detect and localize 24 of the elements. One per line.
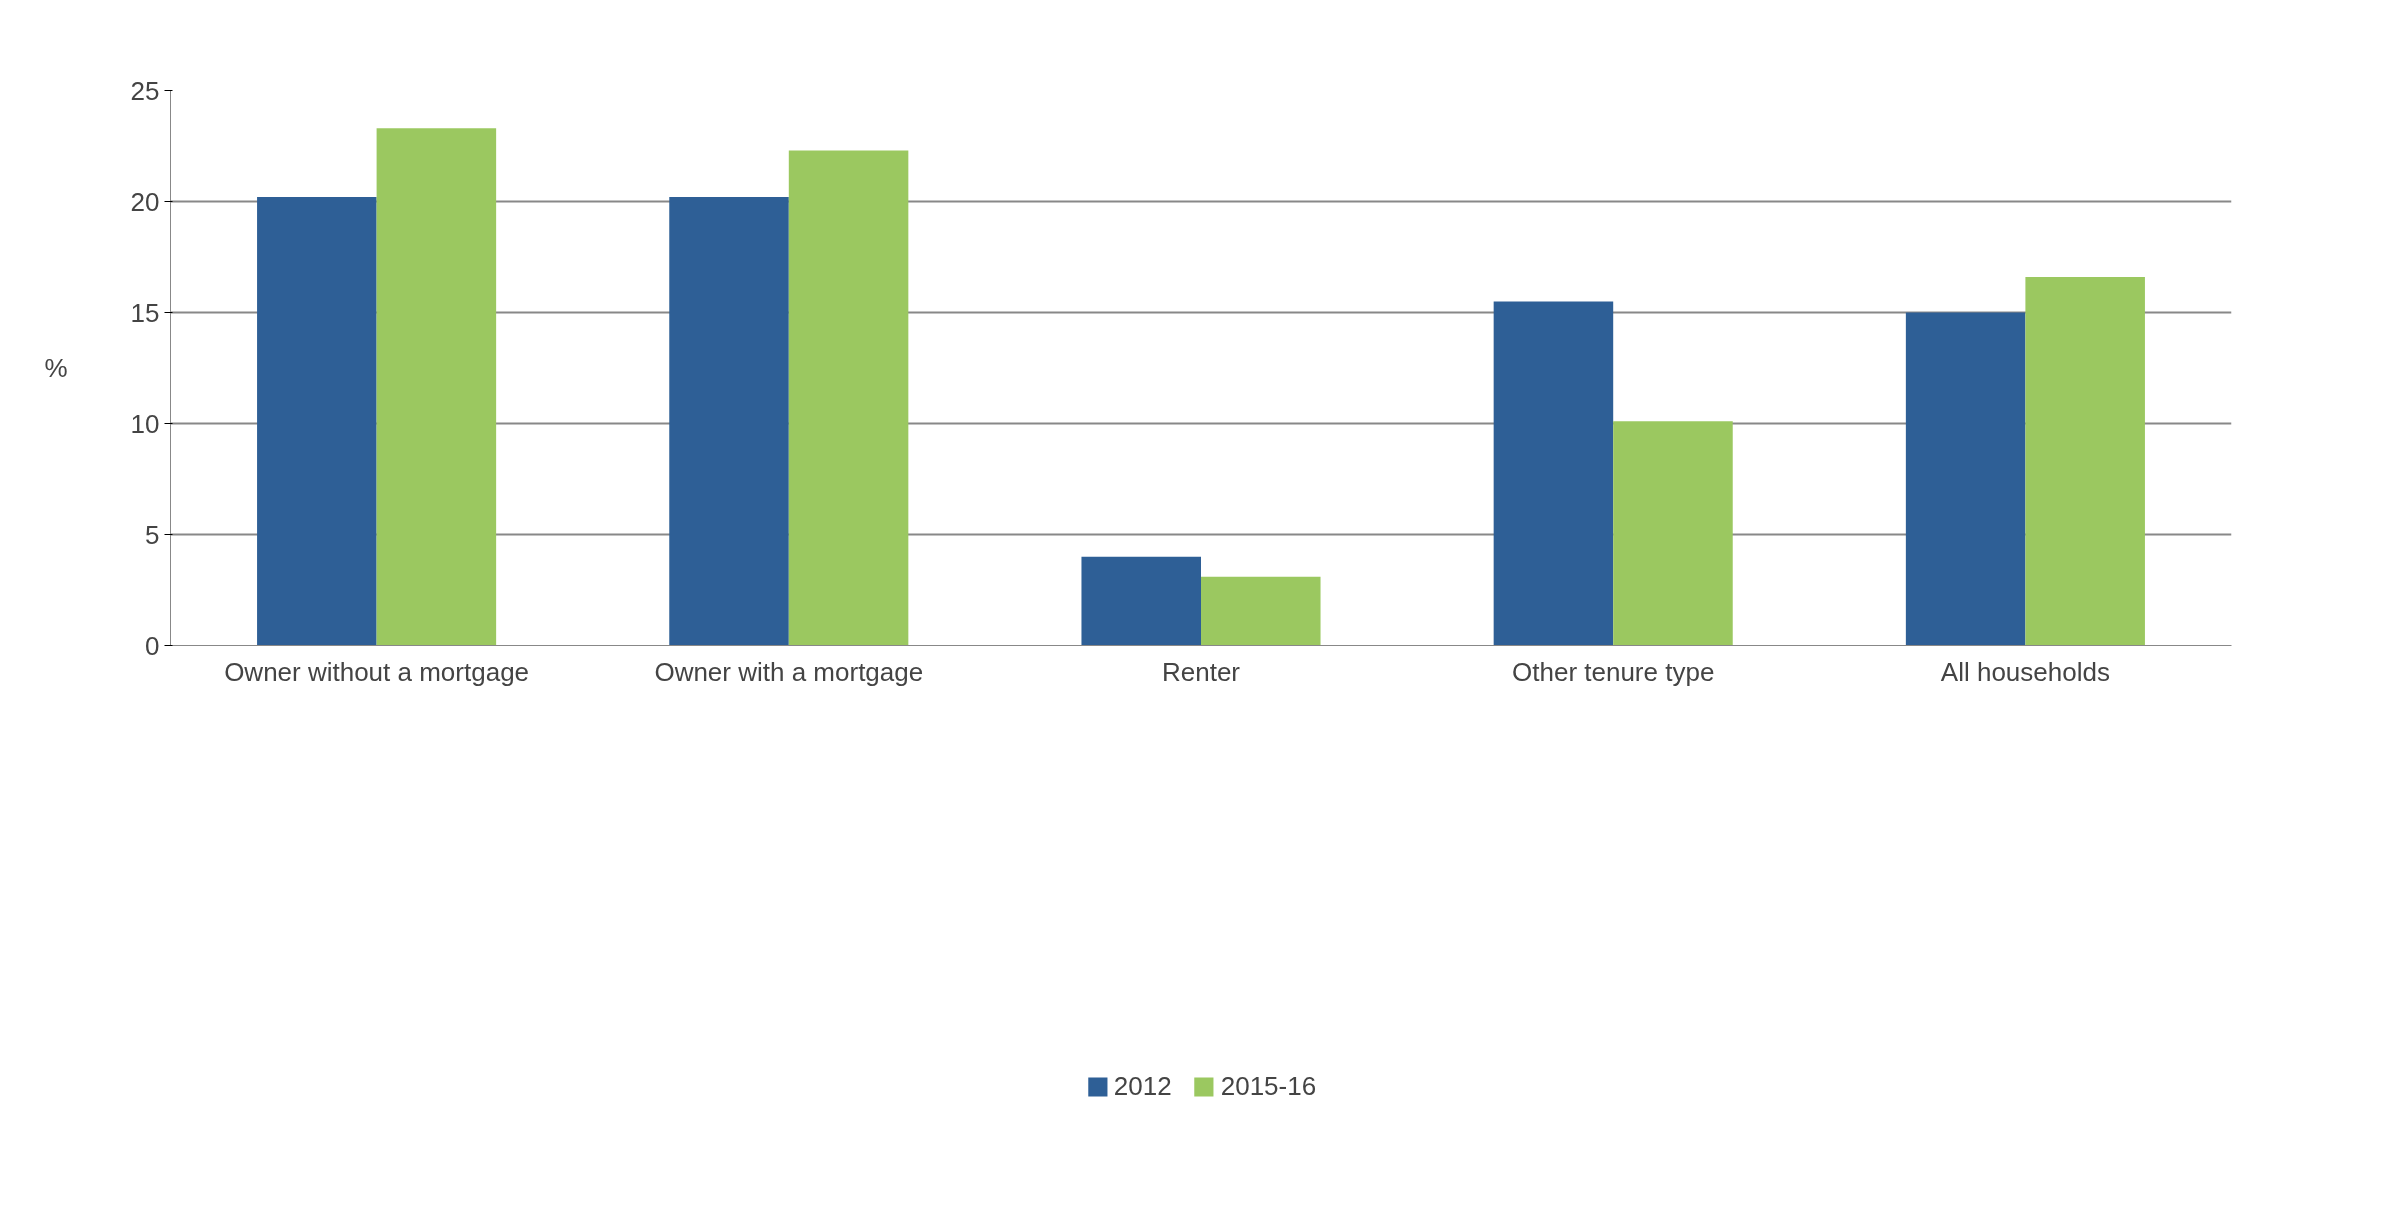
bar: [788, 150, 909, 646]
bar: [1081, 556, 1201, 646]
y-tick-label: 5: [145, 519, 160, 550]
y-tick-label: 0: [145, 630, 160, 661]
bar: [1613, 421, 1733, 646]
x-tick-label: All households: [1940, 656, 2110, 687]
legend-label: 2012: [1113, 1070, 1172, 1102]
x-tick-label: Renter: [1161, 656, 1241, 687]
y-axis-title: %: [44, 353, 68, 383]
legend-label: 2015-16: [1220, 1070, 1317, 1102]
y-tick-label: 25: [130, 75, 160, 106]
x-tick-label: Owner with a mortgage: [654, 656, 924, 687]
bar: [376, 128, 497, 646]
bar: [257, 197, 377, 646]
x-tick-label: Owner without a mortgage: [224, 656, 530, 687]
bar: [2025, 276, 2145, 646]
bar: [669, 197, 789, 646]
x-tick-label: Other tenure type: [1512, 656, 1715, 687]
bar: [1493, 301, 1614, 646]
bar: [1905, 312, 2026, 646]
y-tick-label: 20: [130, 186, 160, 217]
bar: [1201, 576, 1321, 646]
y-tick-label: 15: [130, 297, 160, 328]
y-tick-label: 10: [130, 408, 160, 439]
